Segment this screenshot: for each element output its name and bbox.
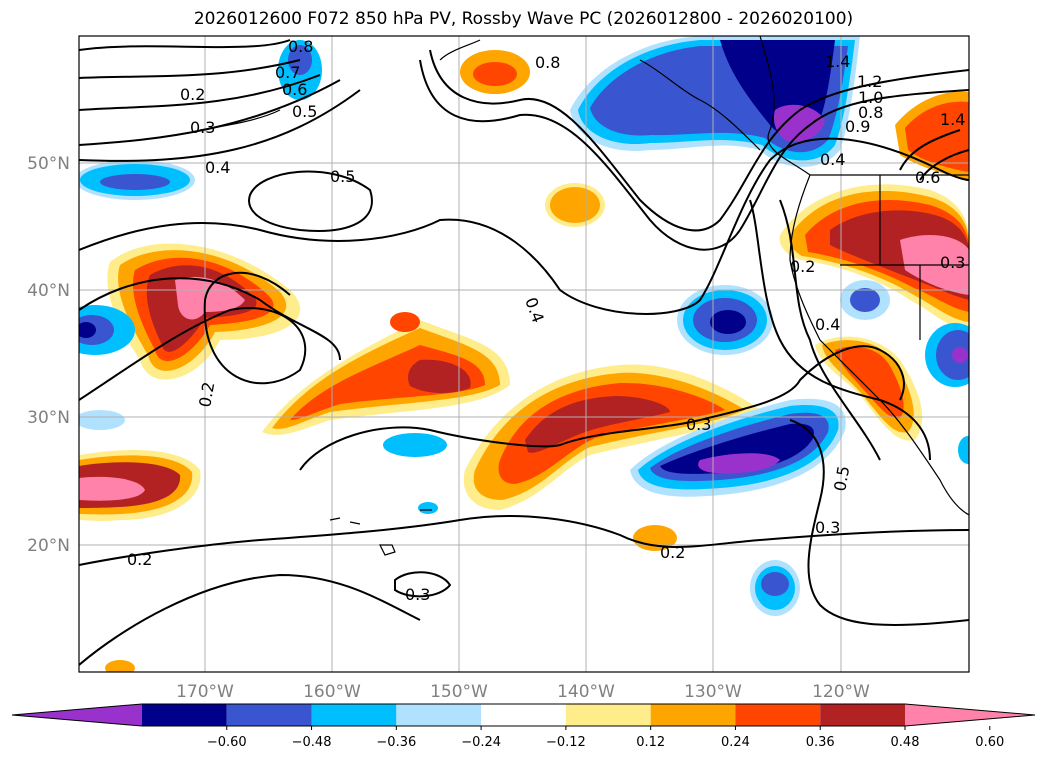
colorbar-extend-low (12, 704, 142, 726)
contour-label: 0.8 (288, 37, 313, 56)
contour-label: 0.3 (940, 253, 965, 272)
pv-contours (79, 39, 969, 666)
lat-label-30n: 30°N (27, 408, 70, 428)
colorbar-tick-label: −0.60 (207, 735, 247, 750)
colorbar-swatch (650, 704, 736, 726)
contour-label: 0.5 (330, 167, 355, 186)
contour-label: 0.2 (660, 543, 685, 562)
lon-label-130w: 130°W (684, 682, 742, 702)
contour-label: 1.0 (858, 88, 883, 107)
contour-label: 0.5 (292, 102, 317, 121)
lon-label-160w: 160°W (303, 682, 361, 702)
contour-label: 0.8 (535, 53, 560, 72)
lon-label-120w: 120°W (812, 682, 870, 702)
coastlines (199, 36, 969, 556)
contour-label: 0.2 (790, 257, 815, 276)
latitude-labels: 50°N 40°N 30°N 20°N (27, 154, 70, 556)
positive-band-midpacific (262, 320, 510, 435)
contour-label: 0.4 (815, 315, 840, 334)
colorbar-swatch (820, 704, 905, 726)
colorbar-outline (11, 703, 1036, 727)
map-frame (78, 35, 970, 673)
colorbar-tick-label: 0.36 (806, 735, 835, 750)
gridlines (79, 36, 969, 672)
colorbar-tick-label: 0.48 (891, 735, 920, 750)
lon-label-150w: 150°W (430, 682, 488, 702)
lat-label-20n: 20°N (27, 536, 70, 556)
contour-label: 0.4 (205, 158, 230, 177)
contour-label: 0.4 (820, 150, 845, 169)
contour-label: 1.4 (825, 52, 850, 71)
contour-label: 0.3 (815, 518, 840, 537)
contour-label: 0.9 (845, 117, 870, 136)
colorbar-tick-label: 0.24 (721, 735, 750, 750)
contour-label: 0.3 (190, 118, 215, 137)
negative-blobs (79, 40, 969, 616)
contour-label: 0.7 (275, 63, 300, 82)
colorbar-tick-label: −0.12 (546, 735, 586, 750)
colorbar-tick-label: −0.24 (461, 735, 501, 750)
contour-label: 0.8 (858, 103, 883, 122)
colorbar-tick-label: −0.48 (292, 735, 332, 750)
colorbar-tick-label: −0.36 (376, 735, 416, 750)
contour-labels: 0.8 0.7 0.6 0.5 0.2 0.3 0.4 0.5 0.8 1.4 … (127, 37, 965, 604)
colorbar-tick-label: 0.60 (975, 735, 1004, 750)
lat-label-40n: 40°N (27, 281, 70, 301)
contour-label: 0.2 (195, 380, 218, 408)
positive-north-east (779, 184, 969, 330)
negative-band-south (630, 398, 846, 497)
contour-label: 0.2 (127, 550, 152, 569)
lon-label-140w: 140°W (557, 682, 615, 702)
contour-label: 1.4 (940, 110, 965, 129)
map-title: 2026012600 F072 850 hPa PV, Rossby Wave … (193, 9, 854, 29)
positive-west-edge (79, 450, 201, 521)
lon-label-170w: 170°W (176, 682, 234, 702)
colorbar-swatch (226, 704, 312, 726)
contour-label: 0.3 (405, 585, 430, 604)
positive-band-east (463, 364, 760, 510)
longitude-labels: 170°W 160°W 150°W 140°W 130°W 120°W (176, 682, 870, 702)
contour-label: 0.3 (686, 415, 711, 434)
contour-label: 0.6 (915, 168, 940, 187)
colorbar-swatch (565, 704, 651, 726)
colorbar-swatch (396, 704, 482, 726)
contour-label: 0.5 (830, 464, 853, 492)
colorbar-swatch (142, 704, 227, 726)
lat-label-50n: 50°N (27, 154, 70, 174)
contour-label: 1.2 (857, 72, 882, 91)
colorbar-swatch (311, 704, 397, 726)
colorbar-tick-label: 0.12 (636, 735, 665, 750)
contour-label: 0.2 (180, 85, 205, 104)
contour-label: 0.6 (282, 80, 307, 99)
colorbar: −0.60 −0.48 −0.36 −0.24 −0.12 0.12 0.24 0.36 0.4… (11, 703, 1036, 750)
colorbar-swatch (481, 704, 566, 726)
colorbar-swatch (735, 704, 821, 726)
colorbar-extend-high (905, 704, 1035, 726)
